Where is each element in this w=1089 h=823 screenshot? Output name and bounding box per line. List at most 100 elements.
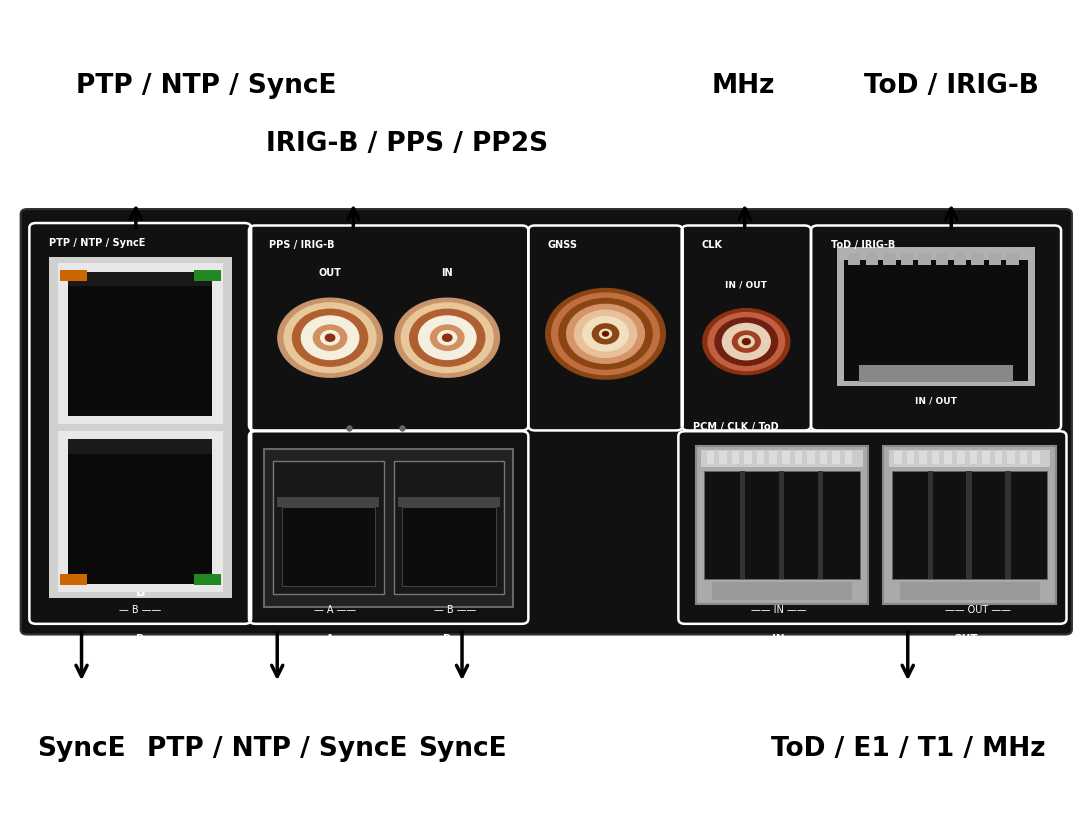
Text: IRIG-B / PPS / PP2S: IRIG-B / PPS / PP2S <box>267 131 549 157</box>
Text: CLK: CLK <box>701 240 722 250</box>
Bar <box>894 451 902 464</box>
FancyBboxPatch shape <box>21 209 1072 635</box>
Bar <box>745 451 751 464</box>
Circle shape <box>409 309 485 366</box>
Bar <box>892 471 1048 579</box>
Bar <box>994 451 1002 464</box>
Bar <box>937 253 949 265</box>
Text: A: A <box>135 267 145 280</box>
Text: IN: IN <box>772 634 785 644</box>
Bar <box>1007 451 1015 464</box>
Bar <box>402 507 495 586</box>
Text: OUT: OUT <box>319 268 342 278</box>
Text: — A ——: — A —— <box>315 605 356 615</box>
Circle shape <box>302 316 358 360</box>
Bar <box>989 253 1001 265</box>
Bar <box>919 451 927 464</box>
Bar <box>932 451 940 464</box>
Text: PTP / NTP / SyncE: PTP / NTP / SyncE <box>147 736 407 762</box>
Bar <box>1032 451 1040 464</box>
Text: B: B <box>443 634 451 644</box>
Circle shape <box>566 305 645 363</box>
Circle shape <box>738 336 755 347</box>
Bar <box>60 574 87 585</box>
Bar <box>194 574 221 585</box>
Circle shape <box>314 325 346 351</box>
Circle shape <box>702 309 790 374</box>
Bar <box>982 451 990 464</box>
Bar <box>901 253 914 265</box>
Bar <box>883 253 895 265</box>
Bar <box>859 365 1013 382</box>
Circle shape <box>602 332 609 336</box>
Circle shape <box>552 293 659 374</box>
Bar <box>918 253 931 265</box>
Bar <box>397 497 500 507</box>
Bar <box>705 471 859 579</box>
Bar <box>866 253 878 265</box>
Bar <box>69 443 212 584</box>
Circle shape <box>320 331 340 345</box>
Bar <box>282 507 375 586</box>
Bar <box>883 446 1056 604</box>
Text: —— OUT ——: —— OUT —— <box>944 605 1011 615</box>
Bar <box>1006 253 1019 265</box>
Circle shape <box>715 318 778 365</box>
Circle shape <box>743 338 750 345</box>
Bar <box>944 451 952 464</box>
Circle shape <box>722 323 770 360</box>
Text: IN: IN <box>441 268 453 278</box>
Text: ToD / IRIG-B: ToD / IRIG-B <box>865 73 1039 100</box>
Text: PTP / NTP / SyncE: PTP / NTP / SyncE <box>49 238 145 248</box>
Bar <box>837 247 1035 386</box>
Bar <box>795 451 803 464</box>
Text: — B ——: — B —— <box>435 605 476 615</box>
Bar <box>49 257 232 598</box>
Circle shape <box>395 298 500 377</box>
Bar <box>969 451 977 464</box>
Bar <box>907 451 915 464</box>
Bar <box>60 270 87 281</box>
Bar <box>69 276 212 416</box>
Bar <box>273 461 383 594</box>
Text: OUT: OUT <box>954 634 978 644</box>
Text: — B ——: — B —— <box>119 605 161 615</box>
Bar <box>194 270 221 281</box>
Text: IN / OUT: IN / OUT <box>725 281 768 290</box>
Circle shape <box>326 334 334 342</box>
Circle shape <box>559 299 652 370</box>
Text: ToD / E1 / T1 / MHz: ToD / E1 / T1 / MHz <box>771 736 1045 762</box>
Bar <box>58 263 223 425</box>
Bar <box>696 446 868 604</box>
Circle shape <box>733 331 760 352</box>
Bar <box>701 450 862 467</box>
Bar <box>966 471 971 579</box>
Bar <box>844 260 1028 381</box>
Circle shape <box>430 325 464 351</box>
Bar <box>69 439 212 454</box>
Circle shape <box>284 303 376 373</box>
Text: —— IN ——: —— IN —— <box>751 605 807 615</box>
Circle shape <box>574 310 637 357</box>
Text: B: B <box>135 586 145 599</box>
Bar <box>820 451 828 464</box>
Bar <box>818 471 823 579</box>
Text: MHz: MHz <box>712 73 775 100</box>
Text: SyncE: SyncE <box>37 736 126 762</box>
Text: PTP / NTP / SyncE: PTP / NTP / SyncE <box>76 73 337 100</box>
Bar <box>832 451 840 464</box>
Bar <box>782 451 790 464</box>
Bar <box>1005 471 1011 579</box>
Circle shape <box>418 316 476 360</box>
Circle shape <box>592 324 619 344</box>
Circle shape <box>438 331 456 345</box>
Circle shape <box>600 329 612 338</box>
Circle shape <box>442 334 452 342</box>
Bar <box>971 253 983 265</box>
Circle shape <box>293 309 368 366</box>
Bar <box>712 582 852 600</box>
Bar <box>848 253 860 265</box>
Bar <box>69 272 212 286</box>
Bar <box>779 471 784 579</box>
Text: SyncE: SyncE <box>418 736 506 762</box>
